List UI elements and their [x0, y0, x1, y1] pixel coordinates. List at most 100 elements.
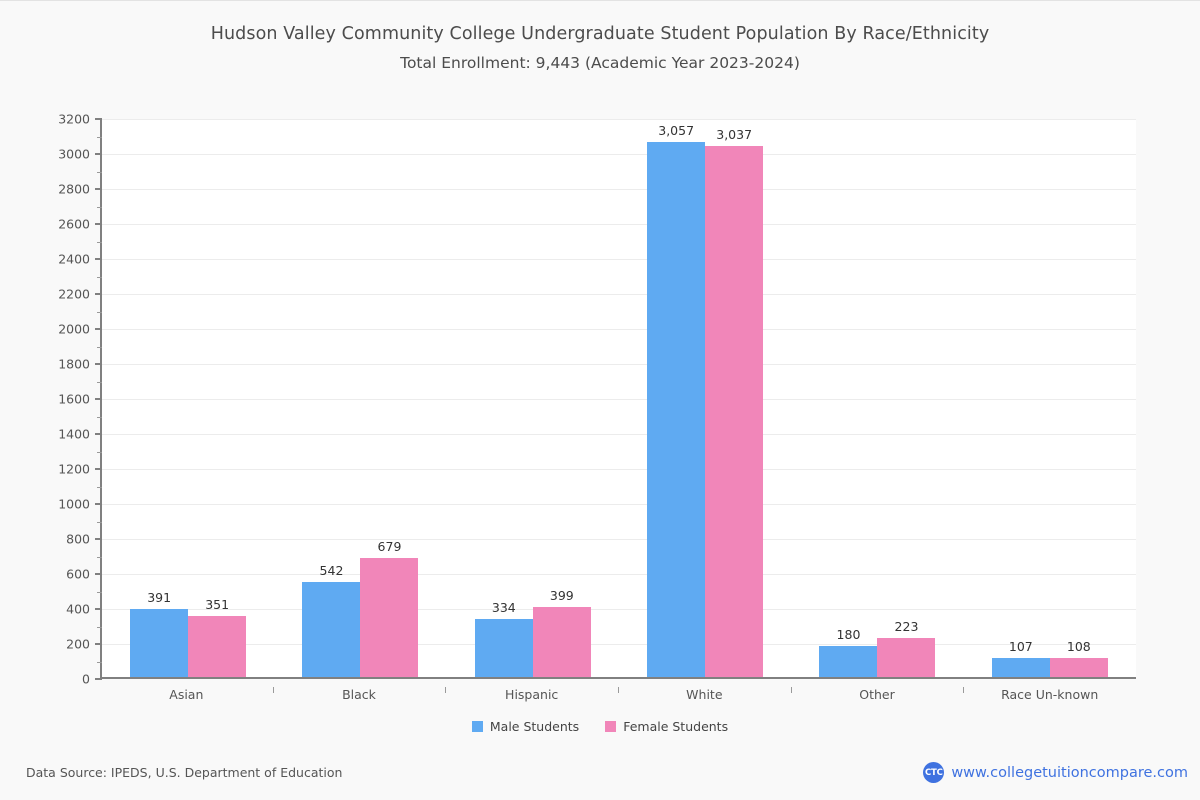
bar[interactable]: 3,037 — [705, 127, 764, 677]
bar[interactable]: 679 — [360, 539, 419, 677]
y-axis-tick-minor — [97, 381, 102, 383]
bar-value-label: 3,037 — [716, 126, 753, 142]
bar[interactable]: 542 — [302, 563, 361, 677]
bar-value-label: 391 — [147, 589, 172, 605]
y-axis-tick-minor — [97, 591, 102, 593]
gridline — [102, 539, 1136, 540]
gridline — [102, 469, 1136, 470]
y-axis-tick-minor — [97, 206, 102, 208]
x-axis-tick-label: Asian — [169, 687, 204, 702]
page-title: Hudson Valley Community College Undergra… — [210, 24, 990, 44]
gridline — [102, 609, 1136, 610]
y-axis-tick-major — [95, 223, 102, 225]
y-axis-tick-major — [95, 433, 102, 435]
gridline — [102, 224, 1136, 225]
y-axis-tick-minor — [97, 521, 102, 523]
y-axis-tick-label: 2400 — [58, 251, 90, 267]
gridline — [102, 504, 1136, 505]
x-axis-tick — [445, 687, 447, 693]
x-axis-labels: Asian Black Hispanic White Other Race Un-know… — [100, 687, 1136, 702]
y-axis-tick-minor — [97, 276, 102, 278]
y-axis-tick-minor — [97, 346, 102, 348]
bar-value-label: 334 — [491, 599, 516, 615]
gridline — [102, 399, 1136, 400]
y-axis-tick-major — [95, 258, 102, 260]
gridline — [102, 644, 1136, 645]
x-axis-tick — [963, 687, 965, 693]
x-axis-tick — [272, 687, 274, 693]
bar-value-label: 351 — [205, 596, 230, 612]
y-axis-tick-major — [95, 363, 102, 365]
bar-value-label: 399 — [549, 588, 574, 604]
bar[interactable]: 3,057 — [647, 123, 706, 677]
bar-value-label: 3,057 — [658, 123, 695, 139]
gridline — [102, 154, 1136, 155]
data-source-note: Data Source: IPEDS, U.S. Department of E… — [26, 765, 343, 780]
bar-value-label: 223 — [894, 618, 919, 634]
x-axis-tick-label: Race Un-known — [1001, 687, 1099, 702]
y-axis-tick-major — [95, 188, 102, 190]
gridline — [102, 294, 1136, 295]
gridline — [102, 434, 1136, 435]
brand-url-link[interactable]: www.collegetuitioncompare.com — [951, 764, 1188, 781]
bar[interactable]: 351 — [188, 597, 247, 677]
gridline — [102, 364, 1136, 365]
bar[interactable]: 391 — [130, 590, 189, 677]
bar[interactable]: 399 — [532, 588, 591, 677]
y-axis-tick-label: 1400 — [58, 426, 90, 442]
y-axis-tick-minor — [97, 556, 102, 558]
y-axis-tick-label: 400 — [66, 601, 90, 617]
y-axis-tick-major — [95, 118, 102, 120]
y-axis-tick-minor — [97, 486, 102, 488]
gridline — [102, 574, 1136, 575]
y-axis-tick-major — [95, 328, 102, 330]
x-axis-tick-label: White — [686, 687, 723, 702]
bar-group: 334 399 — [447, 119, 619, 677]
legend-swatch-icon — [605, 721, 617, 732]
bar[interactable]: 334 — [474, 600, 533, 677]
y-axis-tick-major — [95, 293, 102, 295]
y-axis-tick-major — [95, 678, 102, 680]
brand-watermark[interactable]: CTC www.collegetuitioncompare.com — [923, 762, 1188, 783]
bar-value-label: 108 — [1066, 639, 1091, 655]
bar-group: 542 679 — [274, 119, 446, 677]
ctc-logo-icon: CTC — [923, 762, 945, 783]
y-axis-tick-major — [95, 538, 102, 540]
gridline — [102, 329, 1136, 330]
y-axis-tick-major — [95, 398, 102, 400]
bar[interactable]: 223 — [877, 619, 936, 677]
y-axis-tick-minor — [97, 416, 102, 418]
bar-groups: 391 351 542 679 334 399 3,057 3,037 180 223 107 108 — [102, 119, 1136, 677]
x-axis-tick — [790, 687, 792, 693]
bar[interactable]: 108 — [1049, 639, 1108, 677]
y-axis-tick-minor — [97, 661, 102, 663]
y-axis-tick-major — [95, 153, 102, 155]
chart-legend: Male Students Female Students — [0, 719, 1200, 734]
y-axis-tick-major — [95, 643, 102, 645]
bar-group: 107 108 — [964, 119, 1136, 677]
y-axis-tick-label: 1000 — [58, 496, 90, 512]
y-axis-tick-major — [95, 468, 102, 470]
y-axis-tick-minor — [97, 171, 102, 173]
bar[interactable]: 107 — [991, 639, 1050, 677]
legend-label: Male Students — [489, 719, 580, 734]
y-axis-tick-major — [95, 608, 102, 610]
y-axis-tick-label: 1800 — [58, 356, 90, 372]
gridline — [102, 119, 1136, 120]
y-axis-tick-label: 800 — [66, 531, 90, 547]
plot-area: 0 200 400 600 800 1000 1200 1400 1600 1800 2000 220… — [58, 112, 1136, 687]
y-axis-tick-minor — [97, 241, 102, 243]
y-axis-tick-major — [95, 573, 102, 575]
legend-item[interactable]: Male Students — [471, 719, 580, 734]
y-axis-tick-label: 1200 — [58, 461, 90, 477]
y-axis-tick-label: 3200 — [58, 111, 90, 127]
bar[interactable]: 180 — [819, 627, 878, 677]
bar-value-label: 542 — [319, 563, 344, 579]
y-axis-tick-minor — [97, 451, 102, 453]
legend-label: Female Students — [623, 719, 729, 734]
y-axis-tick-label: 2800 — [58, 181, 90, 197]
legend-item[interactable]: Female Students — [605, 719, 728, 734]
y-axis-tick-label: 3000 — [58, 146, 90, 162]
y-axis-tick-label: 0 — [82, 671, 90, 687]
